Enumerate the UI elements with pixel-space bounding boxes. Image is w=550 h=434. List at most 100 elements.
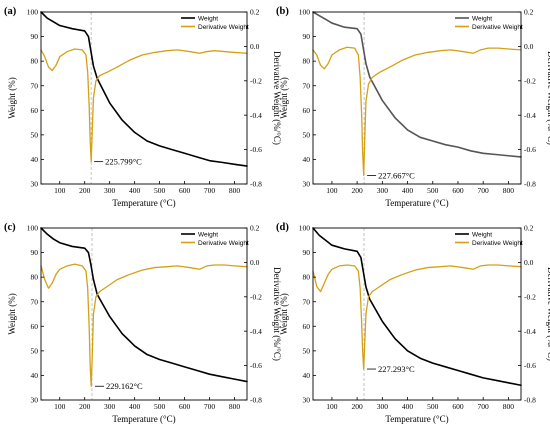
- x-tick-label: 600: [452, 402, 464, 411]
- legend-entry: Weight: [198, 15, 218, 22]
- x-tick-label: 500: [427, 402, 439, 411]
- x-tick-label: 800: [229, 402, 241, 411]
- x-tick-label: 600: [452, 186, 464, 195]
- y-right-tick-label: -0.2: [524, 76, 536, 85]
- y-tick-label: 100: [299, 8, 311, 17]
- y-tick-label: 30: [31, 180, 39, 189]
- panel-label: (d): [276, 222, 289, 233]
- y-tick-label: 80: [303, 57, 311, 66]
- y-right-tick-label: -0.8: [524, 396, 536, 405]
- x-tick-label: 700: [204, 402, 216, 411]
- weight-line: [312, 227, 522, 387]
- x-tick-label: 500: [154, 402, 166, 411]
- y-tick-label: 90: [31, 32, 39, 41]
- legend-entry: Derivative Weight: [198, 24, 249, 31]
- x-tick-label: 100: [326, 402, 338, 411]
- y-right-tick-label: -0.2: [250, 292, 262, 301]
- derivative-weight-line: [312, 264, 522, 370]
- y-right-tick-label: 0.0: [250, 42, 260, 51]
- x-tick-label: 800: [503, 402, 515, 411]
- legend: Weight Derivative Weight: [455, 231, 523, 247]
- x-axis-title: Temperature (°C): [385, 198, 448, 208]
- y-tick-label: 50: [31, 346, 39, 355]
- plot-frame: [40, 227, 248, 401]
- panel-1: (b) 100 200 300 400 500 600 700 800 30 40 50 60 70 80 9…: [276, 6, 550, 208]
- y-right-tick-label: -0.4: [524, 327, 536, 336]
- y-tick-label: 40: [31, 155, 39, 164]
- y-tick-label: 60: [303, 322, 311, 331]
- peak-annotation-label: 227.293°C: [378, 364, 415, 374]
- y-tick-label: 60: [31, 322, 39, 331]
- derivative-weight-line: [312, 46, 522, 177]
- x-axis-title: Temperature (°C): [112, 198, 175, 208]
- plot-frame: [312, 11, 522, 185]
- x-tick-label: 500: [427, 186, 439, 195]
- y-tick-label: 90: [303, 248, 311, 257]
- x-tick-label: 300: [377, 186, 389, 195]
- panel-label: (c): [4, 222, 16, 233]
- legend: Weight Derivative Weight: [181, 231, 249, 247]
- x-tick-label: 400: [129, 402, 141, 411]
- y-axis-title: Weight (%): [7, 77, 17, 119]
- x-tick-label: 500: [154, 186, 166, 195]
- y-right-tick-label: -0.8: [250, 180, 262, 189]
- y-tick-label: 70: [303, 81, 311, 90]
- y-right-tick-label: 0.2: [250, 8, 260, 17]
- y-tick-label: 40: [303, 155, 311, 164]
- weight-line: [40, 11, 248, 167]
- x-tick-label: 100: [54, 186, 66, 195]
- y-tick-label: 80: [31, 57, 39, 66]
- y-right-axis-title: Derivative Weight (%/°C): [272, 51, 282, 145]
- legend-entry: Derivative Weight: [472, 240, 523, 247]
- panel-label: (a): [4, 6, 17, 17]
- y-tick-label: 60: [303, 106, 311, 115]
- y-axis-title: Weight (%): [7, 293, 17, 335]
- y-tick-label: 50: [303, 130, 311, 139]
- x-tick-label: 100: [326, 186, 338, 195]
- y-right-tick-label: -0.6: [250, 361, 262, 370]
- y-tick-label: 40: [303, 371, 311, 380]
- y-right-tick-label: -0.4: [250, 111, 262, 120]
- x-tick-label: 800: [503, 186, 515, 195]
- y-right-tick-label: -0.2: [524, 292, 536, 301]
- y-right-axis-title: Derivative Weight (%/°C): [546, 51, 550, 145]
- y-right-tick-label: -0.8: [250, 396, 262, 405]
- legend: Weight Derivative Weight: [181, 15, 249, 31]
- plot-frame: [312, 227, 522, 401]
- y-tick-label: 30: [303, 180, 311, 189]
- y-tick-label: 50: [31, 130, 39, 139]
- y-tick-label: 40: [31, 371, 39, 380]
- x-axis-title: Temperature (°C): [385, 414, 448, 424]
- x-tick-label: 800: [229, 186, 241, 195]
- x-tick-label: 300: [104, 186, 116, 195]
- y-right-tick-label: 0.2: [524, 224, 534, 233]
- derivative-weight-line: [40, 48, 248, 163]
- y-right-axis-title: Derivative Weight (%/°C): [546, 267, 550, 361]
- panel-label: (b): [276, 6, 289, 17]
- x-tick-label: 600: [179, 186, 191, 195]
- y-right-tick-label: -0.8: [524, 180, 536, 189]
- y-tick-label: 50: [303, 346, 311, 355]
- y-tick-label: 30: [303, 396, 311, 405]
- y-tick-label: 90: [31, 248, 39, 257]
- x-tick-label: 300: [377, 402, 389, 411]
- peak-annotation-label: 225.799°C: [105, 157, 142, 167]
- x-tick-label: 700: [478, 186, 490, 195]
- y-tick-label: 80: [303, 273, 311, 282]
- legend-entry: Weight: [198, 231, 218, 238]
- y-right-tick-label: -0.6: [250, 145, 262, 154]
- x-tick-label: 600: [179, 402, 191, 411]
- x-axis-title: Temperature (°C): [112, 414, 175, 424]
- x-tick-label: 700: [478, 402, 490, 411]
- legend-entry: Weight: [472, 15, 492, 22]
- y-tick-label: 70: [31, 81, 39, 90]
- legend-entry: Weight: [472, 231, 492, 238]
- y-right-tick-label: 0.0: [524, 42, 534, 51]
- x-tick-label: 100: [54, 402, 66, 411]
- peak-annotation-label: 227.667°C: [378, 170, 415, 180]
- y-tick-label: 100: [27, 8, 39, 17]
- y-tick-label: 60: [31, 106, 39, 115]
- plot-frame: [40, 11, 248, 185]
- legend-entry: Derivative Weight: [472, 24, 523, 31]
